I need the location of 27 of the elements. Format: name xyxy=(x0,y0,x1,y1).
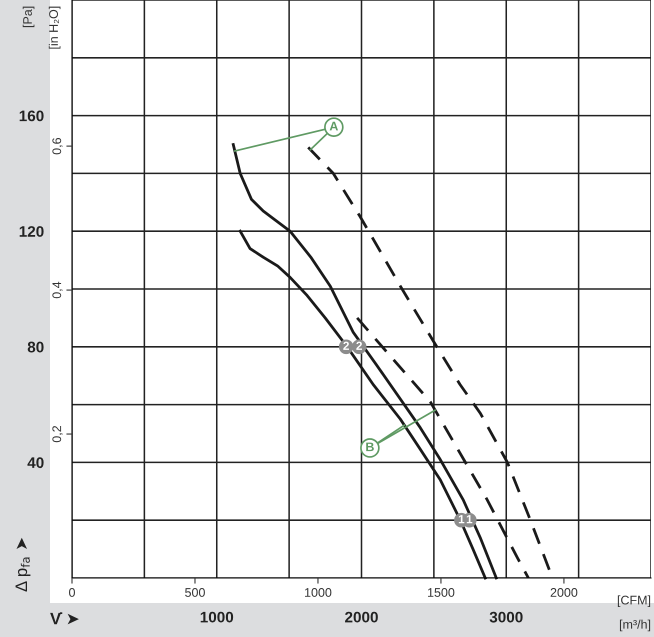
x-axis-title: [m³/h] xyxy=(620,620,650,632)
annotation: 1 xyxy=(458,515,464,524)
x-tick-label: 3000 xyxy=(490,612,523,623)
y2-tick-label: 0,4 xyxy=(52,282,63,298)
y-tick-label: 120 xyxy=(20,226,44,237)
x-tick-label: 1000 xyxy=(200,612,234,623)
y-tick-label: 80 xyxy=(28,342,44,352)
x2-axis-title: [CFM] xyxy=(618,595,650,607)
annotation: 2 xyxy=(356,342,362,350)
y-tick-label: 40 xyxy=(27,457,44,468)
x2-tick-label: 0 xyxy=(69,588,75,597)
x2-tick-label: 1000 xyxy=(305,588,332,597)
y-tick-label: 160 xyxy=(20,110,44,122)
y2-tick-label: 0,6 xyxy=(52,138,63,154)
y-axis-title: [Pa] xyxy=(22,6,34,28)
text: Δ p$_{fa}$ ➤ xyxy=(16,538,30,592)
x2-tick-label: 500 xyxy=(185,588,205,597)
y2-axis-title: [in H₂O] xyxy=(48,6,60,49)
annotation: 1 xyxy=(466,515,472,524)
annotation: 2 xyxy=(343,342,349,350)
annotation: B xyxy=(366,442,374,452)
y2-tick-label: 0,2 xyxy=(52,426,63,442)
x2-tick-label: 1500 xyxy=(428,588,454,597)
x2-tick-label: 2000 xyxy=(550,588,578,597)
text: V̇ ➤ xyxy=(50,612,79,624)
annotation: A xyxy=(330,122,338,130)
x-tick-label: 2000 xyxy=(345,612,378,623)
